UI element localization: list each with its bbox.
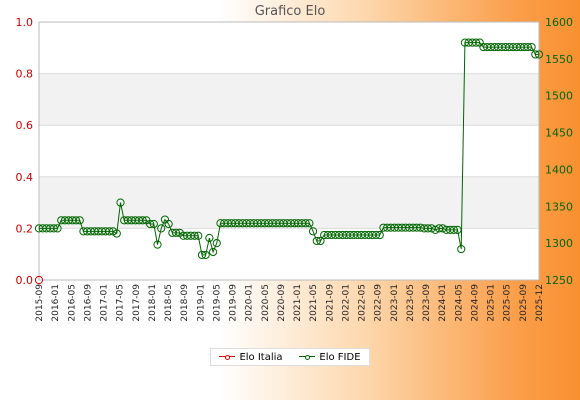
data-point-fide (190, 231, 199, 240)
data-point-fide (308, 227, 318, 236)
right-tick-label: 1400 (545, 163, 573, 176)
x-tick-label: 2025-01 (487, 284, 497, 322)
data-point-fide (371, 230, 381, 240)
x-tick-label: 2018-09 (180, 284, 190, 322)
data-point-fide (523, 42, 532, 52)
x-tick-label: 2025-09 (519, 284, 529, 322)
left-tick-label: 0.6 (16, 119, 34, 132)
x-tick-label: 2022-09 (374, 284, 384, 322)
x-tick-label: 2023-01 (390, 284, 400, 322)
right-tick-label: 1550 (545, 53, 573, 66)
data-point-fide (197, 250, 207, 260)
data-point-fide (201, 250, 210, 260)
data-point-fide (149, 219, 158, 229)
x-tick-label: 2017-05 (116, 284, 126, 322)
legend-label-italia: Elo Italia (239, 351, 283, 363)
data-point-fide (208, 247, 218, 257)
data-point-fide (534, 50, 544, 59)
data-point-fide (194, 231, 203, 240)
plot-border (38, 21, 540, 281)
x-tick-label: 2016-09 (83, 284, 93, 322)
x-tick-label: 2019-01 (196, 284, 206, 322)
legend-marker-fide (299, 353, 316, 361)
data-point-fide (105, 227, 114, 236)
x-tick-label: 2021-05 (309, 284, 319, 322)
data-point-fide (375, 230, 384, 240)
data-point-fide (212, 239, 221, 248)
data-point-fide (205, 233, 214, 243)
chart-title: Grafico Elo (254, 4, 326, 19)
data-point-fide (171, 228, 181, 237)
left-tick-label: 1.0 (16, 16, 34, 29)
x-tick-label: 2023-09 (422, 284, 432, 322)
data-point-fide (312, 236, 321, 246)
plot-area (39, 22, 539, 280)
x-tick-label: 2025-12 (535, 284, 545, 322)
grid-band (39, 73, 539, 126)
x-tick-label: 2017-09 (132, 284, 142, 322)
x-tick-label: 2015-09 (35, 284, 45, 322)
x-tick-label: 2017-01 (100, 284, 110, 322)
data-point-fide (316, 236, 325, 246)
data-point-fide (138, 216, 147, 225)
data-point-fide (157, 224, 166, 233)
data-point-fide (49, 224, 58, 233)
right-tick-label: 1250 (545, 274, 573, 287)
left-tick-label: 0.0 (16, 274, 34, 287)
right-tick-label: 1300 (545, 237, 573, 250)
x-tick-label: 2020-09 (277, 284, 287, 322)
x-tick-label: 2018-01 (148, 284, 158, 322)
right-tick-label: 1600 (545, 16, 573, 29)
data-point-fide (531, 50, 540, 59)
legend-item-italia[interactable]: Elo Italia (219, 351, 283, 363)
legend-item-fide[interactable]: Elo FIDE (299, 351, 361, 363)
x-tick-label: 2021-01 (293, 284, 303, 322)
x-tick-label: 2024-09 (470, 284, 480, 322)
x-tick-label: 2022-01 (341, 284, 351, 322)
left-tick-label: 0.2 (16, 222, 34, 235)
legend-marker-italia (219, 353, 236, 361)
data-point-fide (449, 225, 458, 234)
x-tick-label: 2023-05 (406, 284, 416, 322)
x-tick-label: 2019-05 (212, 284, 222, 322)
right-tick-label: 1350 (545, 200, 573, 213)
x-tick-label: 2020-05 (261, 284, 271, 322)
left-tick-label: 0.4 (16, 171, 34, 184)
data-point-fide (164, 219, 173, 229)
data-point-fide (527, 42, 536, 52)
data-point-fide (457, 244, 466, 254)
right-tick-label: 1500 (545, 90, 573, 103)
data-point-fide (153, 240, 162, 249)
x-tick-label: 2020-01 (245, 284, 255, 322)
data-point-fide (146, 219, 155, 229)
data-point-fide (112, 229, 121, 238)
right-tick-label: 1450 (545, 127, 573, 140)
data-point-fide (116, 198, 125, 207)
data-point-fide (471, 38, 481, 47)
data-point-fide (301, 219, 310, 228)
data-point-fide (453, 225, 462, 234)
data-point-fide (53, 224, 62, 233)
x-tick-label: 2024-01 (438, 284, 448, 322)
legend-label-fide: Elo FIDE (319, 351, 361, 363)
x-tick-label: 2025-05 (503, 284, 513, 322)
x-tick-label: 2018-05 (164, 284, 174, 322)
x-tick-label: 2024-05 (454, 284, 464, 322)
series-line-fide (39, 42, 539, 256)
legend: Elo Italia Elo FIDE (210, 348, 370, 366)
x-tick-label: 2022-05 (358, 284, 368, 322)
data-point-fide (75, 216, 84, 225)
left-tick-label: 0.8 (16, 68, 34, 81)
x-tick-label: 2016-05 (67, 284, 77, 322)
x-tick-label: 2019-09 (229, 284, 239, 322)
data-point-italia (34, 275, 44, 285)
data-point-fide (71, 216, 81, 225)
x-tick-label: 2016-01 (51, 284, 61, 322)
data-point-fide (305, 219, 314, 228)
x-tick-label: 2021-09 (325, 284, 335, 322)
